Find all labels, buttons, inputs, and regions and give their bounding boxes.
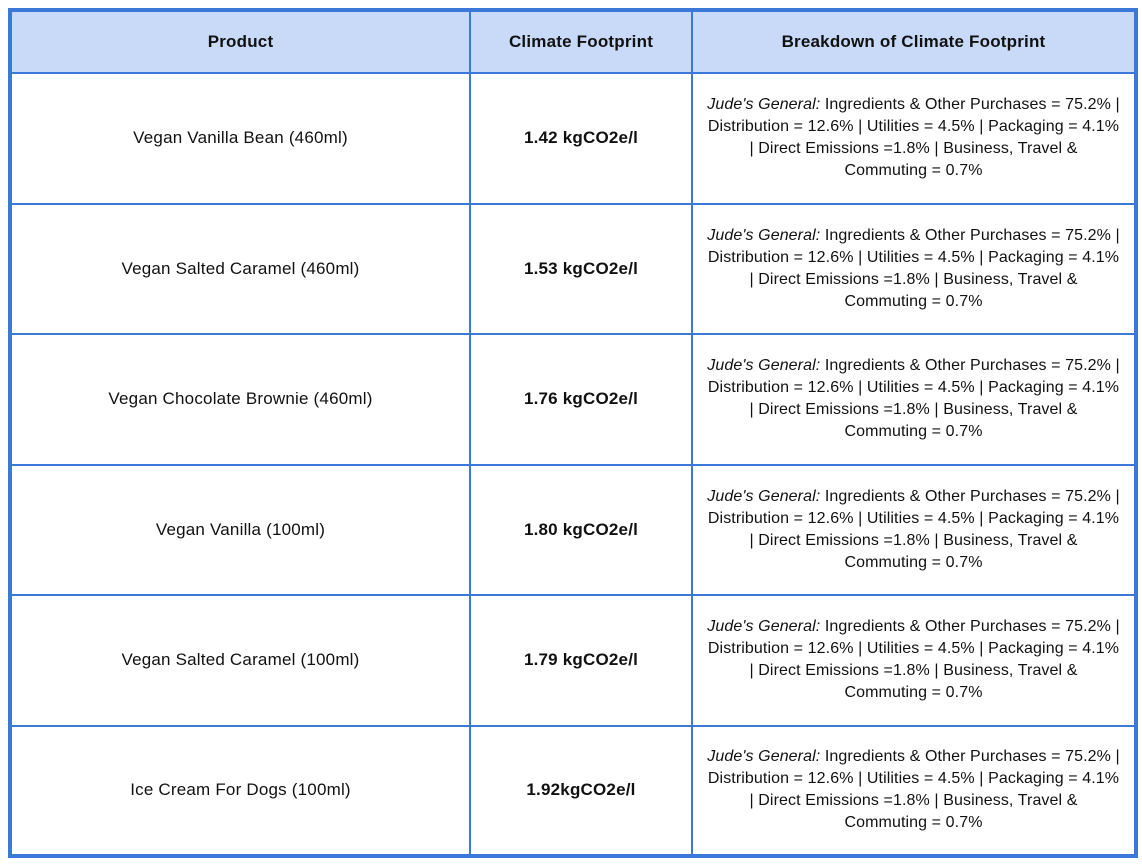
column-header-product: Product [9,9,471,74]
table-row: Vegan Salted Caramel (100ml) 1.79 kgCO2e… [9,594,1137,727]
table-row: Vegan Vanilla Bean (460ml) 1.42 kgCO2e/l… [9,72,1137,205]
breakdown-text: Ingredients & Other Purchases = 75.2% | … [707,226,1120,310]
breakdown-prefix: Jude's General: [707,357,821,375]
footprint-cell: 1.80 kgCO2e/l [469,463,693,596]
breakdown-cell: Jude's General: Ingredients & Other Purc… [691,594,1137,727]
breakdown-prefix: Jude's General: [707,487,821,505]
product-cell: Vegan Vanilla Bean (460ml) [9,72,471,205]
breakdown-cell: Jude's General: Ingredients & Other Purc… [691,202,1137,335]
breakdown-cell: Jude's General: Ingredients & Other Purc… [691,724,1137,857]
table-row: Ice Cream For Dogs (100ml) 1.92kgCO2e/l … [9,724,1137,857]
breakdown-prefix: Jude's General: [707,618,821,636]
product-cell: Vegan Salted Caramel (460ml) [9,202,471,335]
footprint-cell: 1.53 kgCO2e/l [469,202,693,335]
breakdown-cell: Jude's General: Ingredients & Other Purc… [691,72,1137,205]
column-header-breakdown: Breakdown of Climate Footprint [691,9,1137,74]
product-cell: Vegan Salted Caramel (100ml) [9,594,471,727]
breakdown-text: Ingredients & Other Purchases = 75.2% | … [707,618,1120,702]
footprint-cell: 1.92kgCO2e/l [469,724,693,857]
breakdown-prefix: Jude's General: [707,96,821,114]
footprint-cell: 1.76 kgCO2e/l [469,333,693,466]
breakdown-prefix: Jude's General: [707,226,821,244]
product-cell: Vegan Chocolate Brownie (460ml) [9,333,471,466]
header-row: Product Climate Footprint Breakdown of C… [9,9,1137,74]
product-cell: Vegan Vanilla (100ml) [9,463,471,596]
breakdown-text: Ingredients & Other Purchases = 75.2% | … [707,487,1120,571]
column-header-climate-footprint: Climate Footprint [469,9,693,74]
breakdown-cell: Jude's General: Ingredients & Other Purc… [691,333,1137,466]
table-row: Vegan Vanilla (100ml) 1.80 kgCO2e/l Jude… [9,463,1137,596]
breakdown-cell: Jude's General: Ingredients & Other Purc… [691,463,1137,596]
breakdown-text: Ingredients & Other Purchases = 75.2% | … [707,96,1120,180]
breakdown-text: Ingredients & Other Purchases = 75.2% | … [707,748,1120,832]
product-cell: Ice Cream For Dogs (100ml) [9,724,471,857]
table-row: Vegan Salted Caramel (460ml) 1.53 kgCO2e… [9,202,1137,335]
footprint-cell: 1.79 kgCO2e/l [469,594,693,727]
breakdown-prefix: Jude's General: [707,748,821,766]
table-row: Vegan Chocolate Brownie (460ml) 1.76 kgC… [9,333,1137,466]
breakdown-text: Ingredients & Other Purchases = 75.2% | … [707,357,1120,441]
footprint-cell: 1.42 kgCO2e/l [469,72,693,205]
climate-footprint-table: Product Climate Footprint Breakdown of C… [8,8,1138,858]
